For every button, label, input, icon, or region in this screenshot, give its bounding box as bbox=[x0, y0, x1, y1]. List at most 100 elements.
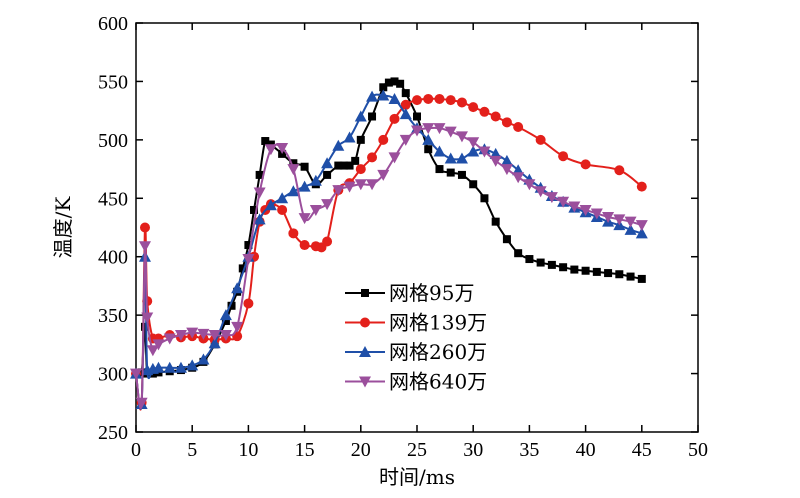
x-tick-label: 0 bbox=[131, 439, 141, 461]
data-point bbox=[545, 192, 558, 204]
x-tick-label: 45 bbox=[632, 439, 652, 461]
data-point bbox=[422, 133, 435, 145]
data-point bbox=[298, 213, 311, 225]
data-point bbox=[480, 194, 489, 203]
series-layer bbox=[130, 77, 648, 411]
series-1 bbox=[132, 77, 646, 379]
data-point bbox=[322, 236, 333, 247]
legend-item-4: 网格640万 bbox=[345, 370, 487, 394]
data-point bbox=[250, 205, 259, 214]
data-point bbox=[401, 89, 410, 98]
data-point bbox=[135, 397, 148, 409]
data-point bbox=[433, 123, 446, 135]
data-point bbox=[570, 265, 579, 274]
data-point bbox=[491, 217, 500, 226]
data-point bbox=[227, 301, 236, 310]
x-tick-label: 20 bbox=[351, 439, 371, 461]
data-point bbox=[231, 282, 244, 294]
data-point bbox=[221, 316, 230, 325]
data-point bbox=[276, 192, 289, 204]
data-point bbox=[186, 327, 199, 339]
data-point bbox=[489, 155, 502, 167]
data-point bbox=[435, 165, 444, 174]
data-point bbox=[615, 270, 624, 279]
data-point bbox=[399, 134, 412, 146]
data-point bbox=[396, 79, 405, 88]
x-axis-title: 时间/ms bbox=[379, 465, 455, 489]
data-point bbox=[378, 134, 389, 145]
x-tick-label: 25 bbox=[407, 439, 427, 461]
data-point bbox=[253, 187, 266, 199]
data-point bbox=[299, 240, 310, 251]
data-point bbox=[276, 143, 289, 155]
data-point bbox=[309, 204, 322, 216]
legend-marker bbox=[360, 317, 370, 328]
data-point bbox=[343, 181, 356, 193]
data-point bbox=[197, 353, 210, 365]
data-point bbox=[525, 255, 534, 264]
data-point bbox=[547, 260, 556, 269]
data-point bbox=[287, 164, 300, 176]
data-point bbox=[264, 144, 277, 156]
data-point bbox=[534, 186, 547, 198]
data-point bbox=[389, 113, 400, 124]
data-point bbox=[208, 330, 221, 342]
x-tick-label: 5 bbox=[187, 439, 197, 461]
y-tick-label: 500 bbox=[98, 130, 128, 152]
data-point bbox=[300, 162, 309, 171]
data-point bbox=[152, 339, 165, 351]
data-point bbox=[581, 266, 590, 275]
y-tick-label: 550 bbox=[98, 71, 128, 93]
data-point bbox=[139, 222, 150, 233]
legend-label: 网格260万 bbox=[389, 340, 487, 364]
data-point bbox=[558, 151, 569, 162]
data-point bbox=[455, 152, 468, 164]
data-point bbox=[334, 161, 343, 170]
data-point bbox=[354, 110, 367, 122]
y-tick-label: 300 bbox=[98, 364, 128, 386]
data-point bbox=[388, 92, 401, 104]
legend-marker bbox=[359, 346, 371, 357]
data-point bbox=[377, 169, 390, 181]
data-point bbox=[523, 179, 536, 191]
series-4 bbox=[130, 123, 648, 410]
data-point bbox=[323, 170, 332, 179]
data-point bbox=[457, 170, 466, 179]
x-tick-label: 30 bbox=[463, 439, 483, 461]
data-point bbox=[130, 368, 142, 380]
data-point bbox=[384, 78, 393, 87]
legend-marker bbox=[359, 376, 371, 388]
data-point bbox=[354, 179, 367, 191]
data-point bbox=[242, 254, 255, 266]
data-point bbox=[433, 145, 446, 157]
data-point bbox=[602, 211, 615, 223]
data-point bbox=[343, 131, 356, 143]
x-tick-label: 40 bbox=[576, 439, 596, 461]
y-tick-label: 250 bbox=[98, 422, 128, 444]
data-point bbox=[624, 216, 637, 228]
data-point bbox=[208, 337, 221, 349]
data-point bbox=[277, 204, 288, 215]
legend-item-2: 网格139万 bbox=[345, 311, 487, 335]
data-point bbox=[412, 95, 422, 106]
data-point bbox=[500, 164, 513, 176]
data-point bbox=[287, 185, 300, 197]
data-point bbox=[400, 99, 411, 110]
data-point bbox=[579, 204, 592, 216]
y-tick-label: 450 bbox=[98, 188, 128, 210]
data-point bbox=[366, 179, 379, 191]
data-point bbox=[146, 345, 159, 357]
data-point bbox=[624, 223, 637, 235]
axes: 0 5 10 15 20 25 30 35 40 45 50 250 300 350 400 450 500 55… bbox=[98, 13, 708, 461]
data-point bbox=[141, 312, 154, 324]
data-point bbox=[366, 90, 379, 102]
data-point bbox=[140, 322, 149, 331]
data-point bbox=[455, 131, 468, 143]
data-point bbox=[339, 161, 348, 170]
data-point bbox=[424, 145, 433, 154]
data-point bbox=[399, 108, 412, 120]
data-point bbox=[490, 111, 501, 122]
data-point bbox=[332, 139, 345, 151]
